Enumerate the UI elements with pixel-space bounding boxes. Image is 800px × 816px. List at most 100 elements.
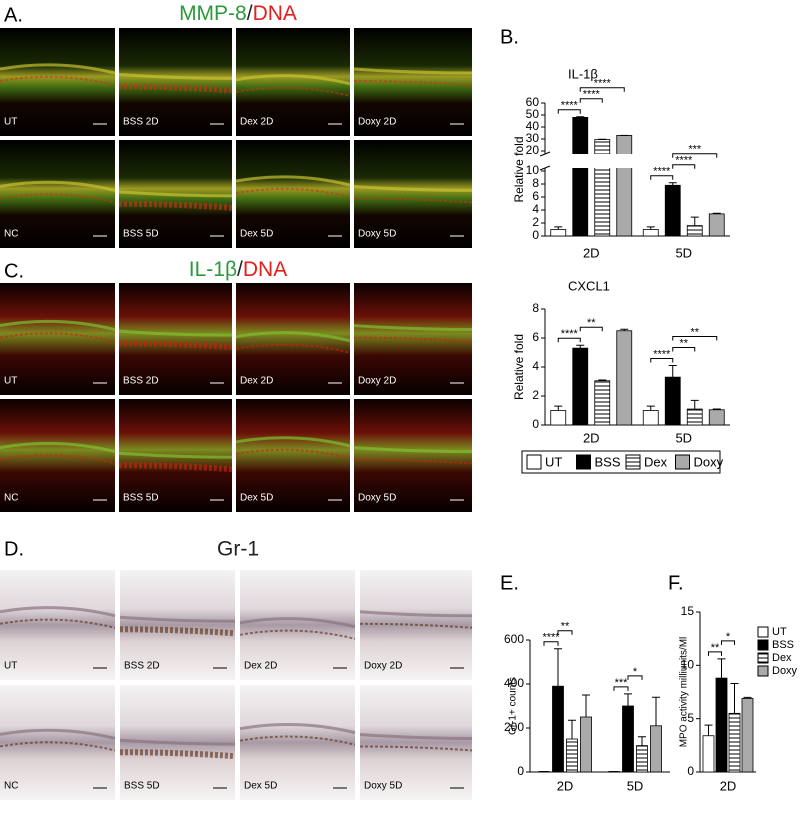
tissue-band: [353, 458, 473, 465]
significance-label: ****: [561, 328, 579, 340]
bar: [616, 134, 633, 237]
significance-bracket: [672, 347, 696, 352]
legend-swatch: [757, 639, 769, 651]
significance-bracket: [672, 153, 718, 158]
tissue-band: [0, 319, 116, 332]
y-tick-label: 400: [504, 676, 524, 690]
y-tick-label: 30: [526, 131, 540, 145]
error-bar: [624, 693, 632, 706]
micrograph: [119, 28, 232, 136]
micrograph: [240, 570, 355, 680]
legend-swatch: [757, 626, 769, 638]
bar: [552, 685, 564, 773]
legend-label: UT: [545, 454, 562, 469]
micrograph: [236, 28, 350, 136]
bar: [636, 745, 648, 773]
bar: [622, 705, 634, 773]
image-label: Dex 5D: [240, 229, 273, 240]
tissue-band: [239, 735, 356, 746]
micrograph: [236, 399, 350, 512]
tissue-band: [239, 617, 356, 629]
tissue-band: [359, 745, 473, 752]
bar: [572, 347, 589, 426]
y-tick-label: 0: [532, 228, 539, 242]
error-bar: [712, 408, 721, 410]
error-bar: [704, 724, 713, 736]
significance-label: **: [690, 326, 699, 338]
legend-label: UT: [772, 626, 787, 638]
axis-break-mark: [539, 165, 551, 171]
tissue-band: [0, 193, 116, 204]
bar: [715, 677, 728, 773]
x-tick-label: 2D: [583, 245, 600, 260]
significance-bracket: [672, 164, 696, 169]
bar: [708, 213, 725, 237]
tissue-band: [0, 180, 116, 192]
legend-swatch: [675, 454, 690, 470]
significance-bracket: [557, 630, 573, 635]
y-tick-label: 4: [532, 359, 539, 373]
y-tick-label: 0: [687, 764, 694, 778]
x-tick-label: 2D: [583, 430, 600, 445]
bar: [741, 698, 754, 773]
micrograph: [354, 28, 472, 136]
tissue-band: [119, 615, 236, 623]
y-tick-label: 15: [681, 604, 695, 618]
tissue-band: [0, 606, 116, 618]
tissue-band: [353, 324, 473, 332]
error-bar: [554, 405, 563, 411]
legend-box: [521, 450, 721, 474]
title-part: MMP-8: [179, 2, 247, 25]
image-label: UT: [4, 376, 17, 387]
image-label: Doxy 5D: [364, 781, 402, 792]
legend-swatch: [757, 652, 769, 664]
micrograph: [0, 570, 115, 680]
error-bar: [568, 719, 576, 739]
panel-letter: B.: [500, 26, 519, 48]
tissue-band: [118, 329, 233, 337]
error-bar: [690, 216, 699, 226]
title-part: IL-1β: [189, 258, 237, 281]
y-tick-label: 20: [526, 143, 540, 157]
tissue-band: [359, 610, 473, 618]
bar: [616, 330, 633, 426]
image-label: Dex 2D: [240, 117, 273, 128]
y-tick-label: 0: [517, 764, 524, 778]
error-bar: [646, 405, 655, 411]
image-label: Doxy 5D: [358, 493, 396, 504]
significance-label: ****: [583, 89, 601, 101]
y-tick-label: 6: [532, 189, 539, 203]
image-label: Doxy 2D: [364, 661, 402, 672]
significance-label: ****: [653, 348, 671, 360]
tissue-band: [353, 184, 473, 192]
significance-label: **: [679, 337, 688, 349]
tissue-band: [119, 749, 236, 760]
panel-title: MMP-8/DNA: [179, 2, 297, 25]
y-tick-label: 600: [504, 632, 524, 646]
image-label: Dex 5D: [240, 493, 273, 504]
micrograph: [119, 283, 232, 395]
tissue-band: [353, 336, 473, 343]
y-axis-label: Relative fold: [512, 136, 526, 202]
tissue-band: [353, 197, 473, 204]
tissue-band: [118, 72, 233, 80]
error-bar: [598, 379, 607, 381]
image-label: NC: [4, 493, 18, 504]
error-bar: [712, 212, 721, 214]
image-label: BSS 5D: [123, 229, 159, 240]
x-tick-label: 2D: [720, 778, 737, 793]
bar: [550, 229, 567, 237]
significance-label: **: [561, 621, 570, 633]
significance-bracket: [613, 686, 629, 691]
bar: [572, 117, 589, 237]
panel-letter: C.: [4, 260, 24, 282]
image-label: UT: [4, 117, 17, 128]
bar: [550, 410, 567, 426]
image-label: Dex 2D: [240, 376, 273, 387]
tissue-band: [239, 629, 356, 640]
axis-break-mark: [539, 151, 551, 157]
bar: [728, 712, 741, 773]
image-label: Doxy 2D: [358, 376, 396, 387]
bar: [566, 738, 578, 773]
